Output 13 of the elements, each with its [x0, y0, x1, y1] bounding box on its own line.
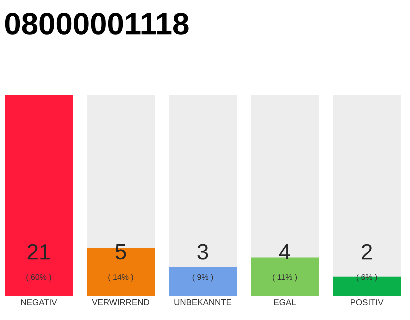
chart-title: 08000001118 — [5, 13, 189, 35]
x-tick-label: EGAL — [274, 300, 296, 306]
x-tick-label: UNBEKANNTE — [174, 300, 232, 306]
x-tick-label: POSITIV — [351, 300, 384, 306]
data-label: 3 — [198, 244, 208, 260]
data-label: 5 — [116, 244, 126, 260]
x-tick-label: NEGATIV — [21, 300, 58, 306]
data-label: 2 — [362, 244, 372, 260]
data-label: 4 — [279, 244, 290, 260]
bar — [251, 258, 320, 296]
data-label: 21 — [28, 244, 50, 260]
x-tick-label: VERWIRREND — [92, 300, 150, 306]
bar — [169, 267, 238, 296]
